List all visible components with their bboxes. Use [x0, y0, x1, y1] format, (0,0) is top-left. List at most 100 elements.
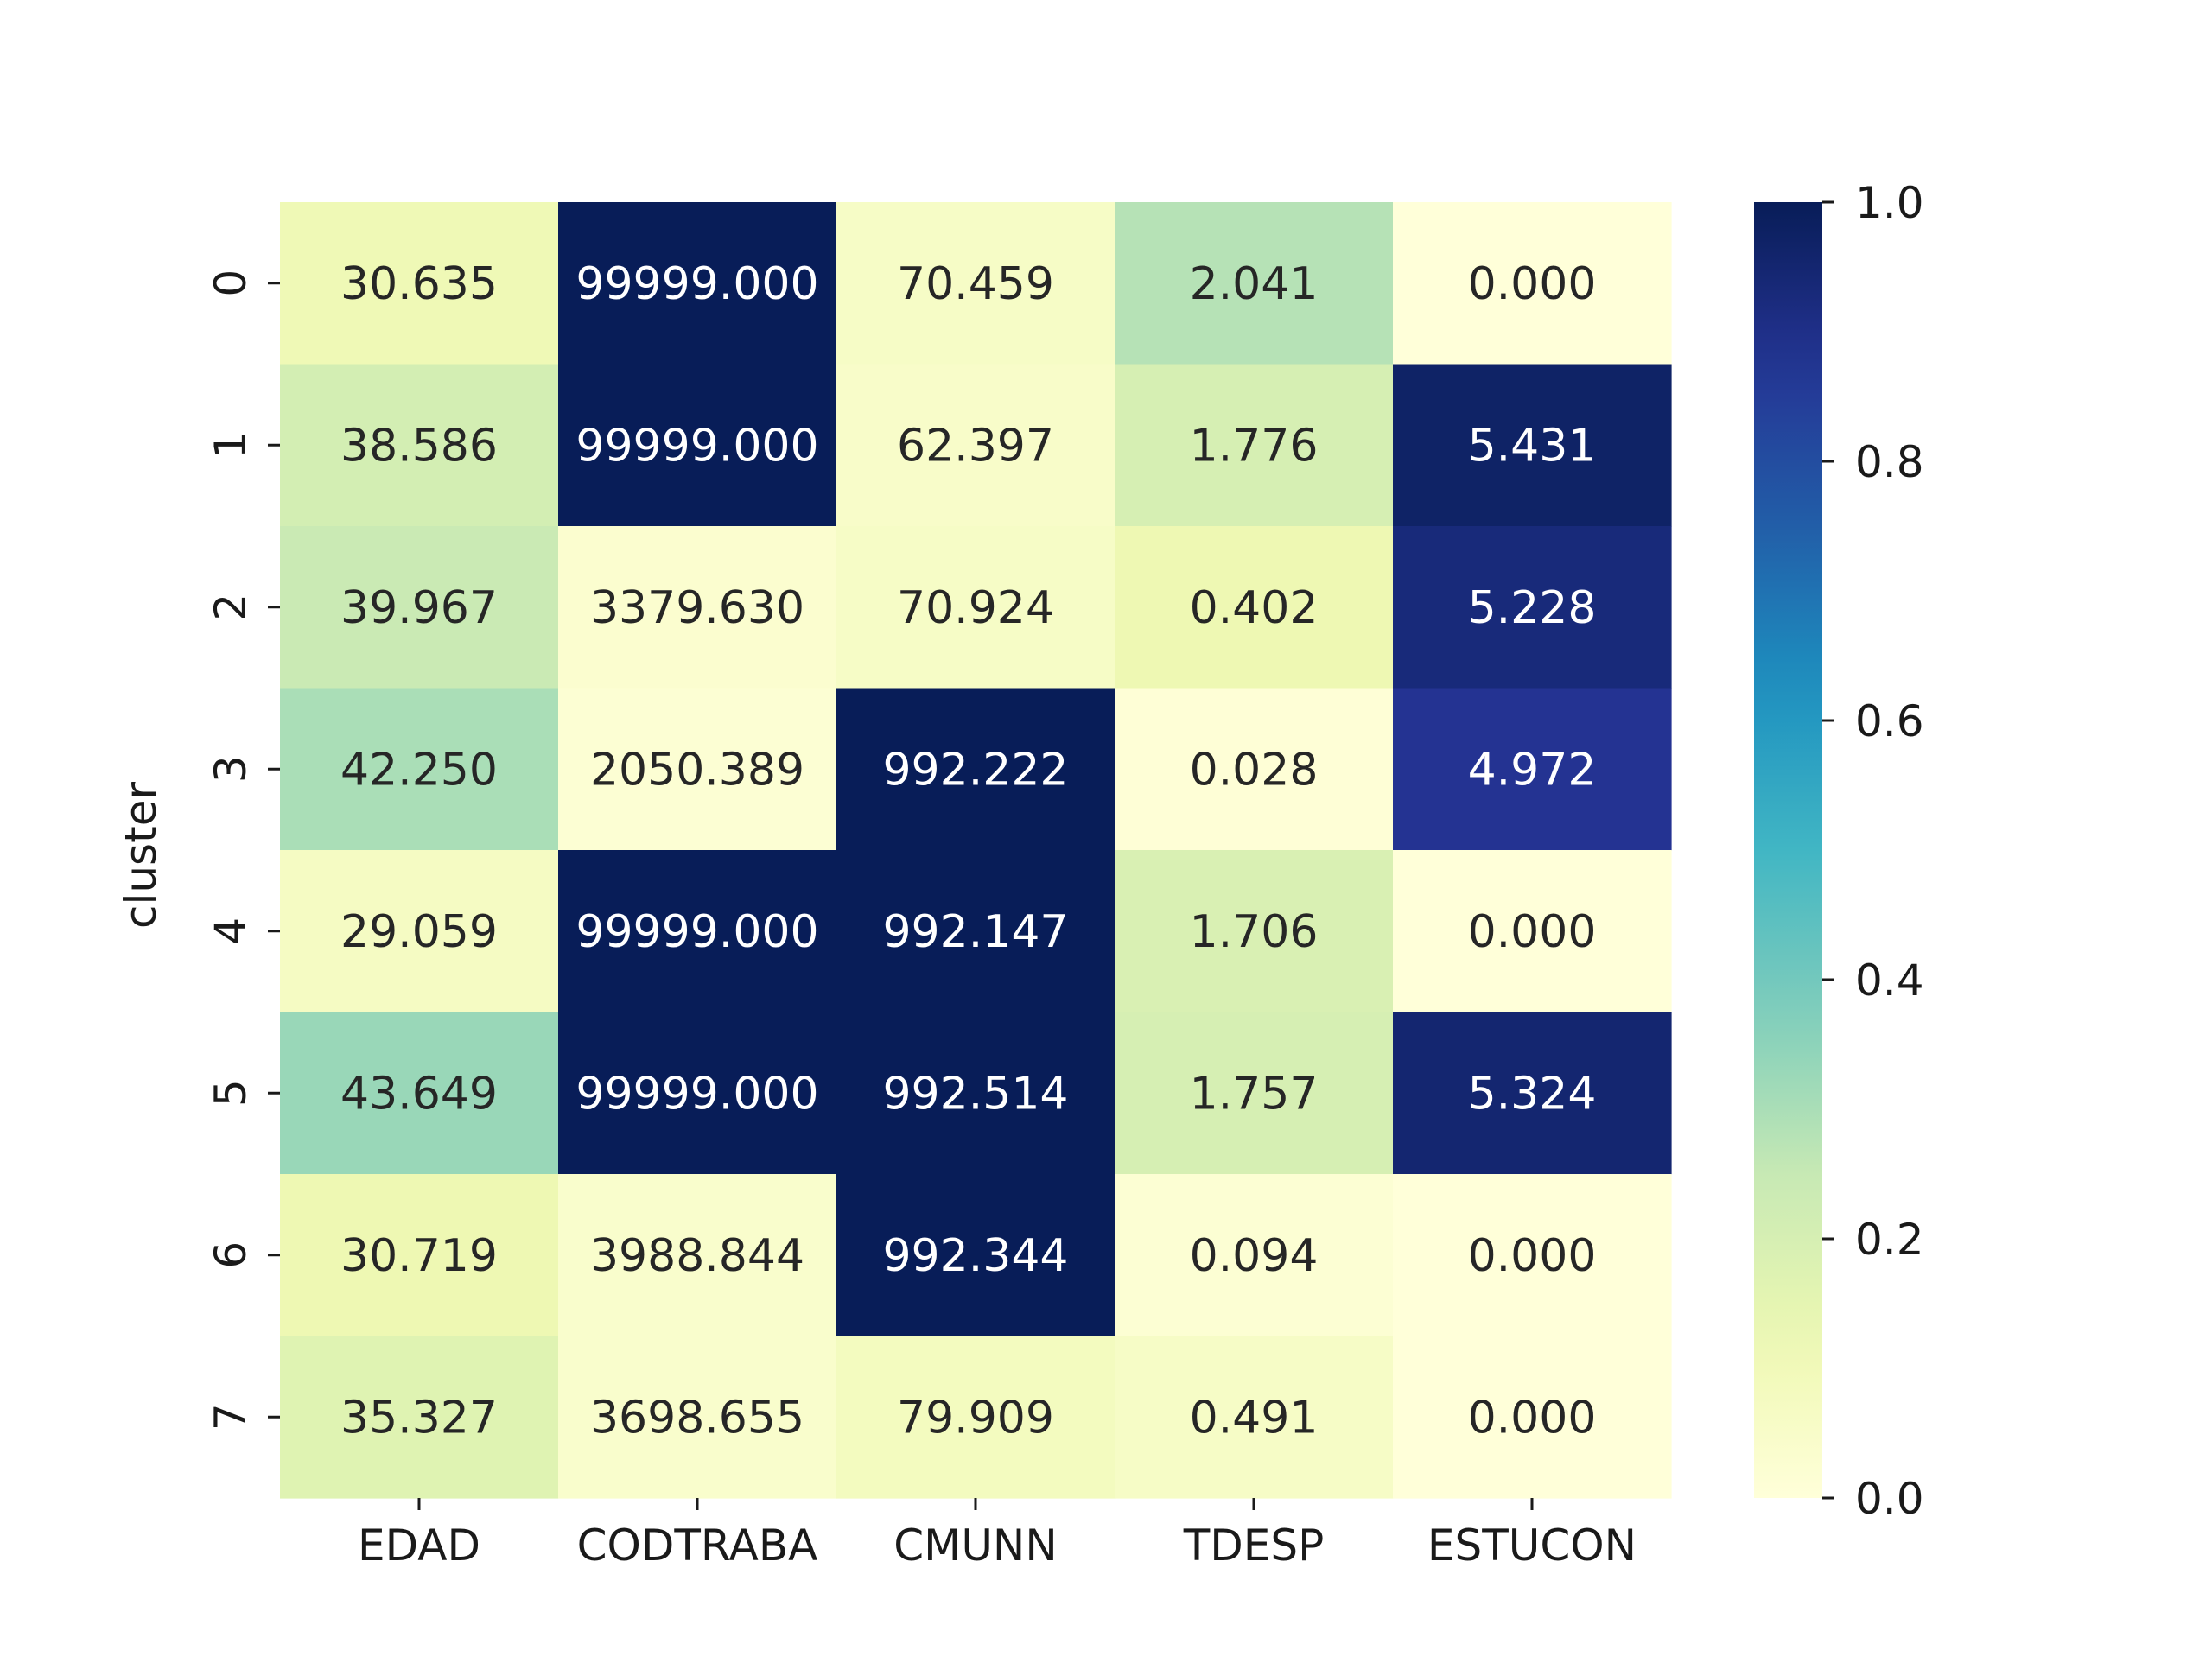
cell-value-label: 2050.389	[590, 744, 804, 796]
cell-value-label: 3698.655	[590, 1392, 804, 1444]
cell-value-label: 0.491	[1190, 1392, 1319, 1444]
y-tick-label: 5	[206, 1079, 256, 1107]
colorbar: 0.0 0.2 0.4 0.6 0.8 1.0	[1754, 178, 1924, 1524]
heatmap-cell	[280, 688, 559, 851]
heatmap-cell	[1115, 364, 1394, 527]
cell-value-label: 5.431	[1468, 420, 1597, 472]
heatmap-cell	[836, 202, 1116, 365]
heatmap-cell	[558, 850, 837, 1013]
heatmap-cell	[1393, 526, 1672, 689]
y-tick-label: 7	[206, 1403, 256, 1431]
heatmap-cell	[280, 364, 559, 527]
x-axis: EDAD CODTRABA CMUNN TDESP ESTUCON	[358, 1498, 1637, 1571]
heatmap-cell	[1393, 1336, 1672, 1499]
cell-value-label: 79.909	[897, 1392, 1054, 1444]
heatmap-cell	[558, 364, 837, 527]
heatmap-cell	[280, 202, 559, 365]
heatmap-cell	[836, 688, 1116, 851]
colorbar-tick-label: 0.4	[1855, 955, 1924, 1006]
cell-value-label: 0.000	[1468, 906, 1597, 958]
heatmap-cell	[1115, 688, 1394, 851]
x-tick-label: ESTUCON	[1427, 1520, 1637, 1571]
heatmap-cell	[280, 1174, 559, 1337]
heatmap-cell	[836, 850, 1116, 1013]
heatmap-cell	[1393, 1174, 1672, 1337]
heatmap-cell	[280, 850, 559, 1013]
colorbar-tick-label: 0.0	[1855, 1474, 1924, 1524]
heatmap-cell	[558, 526, 837, 689]
colorbar-tick-label: 1.0	[1855, 178, 1924, 228]
y-axis-label: cluster	[116, 782, 166, 929]
cell-value-label: 4.972	[1468, 744, 1597, 796]
cell-value-label: 1.706	[1190, 906, 1319, 958]
cell-value-label: 42.250	[340, 744, 498, 796]
colorbar-tick-label: 0.6	[1855, 696, 1924, 746]
cell-value-label: 3988.844	[590, 1230, 804, 1282]
cell-value-label: 1.776	[1190, 420, 1319, 472]
heatmap-cell	[836, 1336, 1116, 1499]
cell-value-label: 30.635	[340, 258, 498, 310]
heatmap-cell	[1115, 850, 1394, 1013]
heatmap-cell	[1393, 364, 1672, 527]
cell-value-label: 35.327	[340, 1392, 498, 1444]
cell-value-label: 62.397	[897, 420, 1054, 472]
heatmap-cell	[836, 526, 1116, 689]
heatmap-cell	[558, 202, 837, 365]
cell-value-label: 0.094	[1190, 1230, 1319, 1282]
heatmap-cell	[1115, 1174, 1394, 1337]
cell-value-label: 3379.630	[590, 582, 804, 634]
y-tick-label: 0	[206, 270, 256, 297]
cell-value-label: 70.459	[897, 258, 1054, 310]
cell-value-label: 5.324	[1468, 1068, 1597, 1120]
x-tick-label: TDESP	[1183, 1520, 1325, 1571]
cell-value-label: 99999.000	[575, 258, 818, 310]
cell-value-label: 39.967	[340, 582, 498, 634]
y-tick-label: 3	[206, 755, 256, 783]
heatmap-cells	[280, 202, 1672, 1499]
heatmap-cell	[1115, 526, 1394, 689]
heatmap-cell	[1393, 202, 1672, 365]
cell-value-label: 992.147	[882, 906, 1068, 958]
heatmap-cell	[1393, 850, 1672, 1013]
cell-value-label: 0.000	[1468, 1230, 1597, 1282]
heatmap-cell	[1393, 688, 1672, 851]
cell-value-label: 30.719	[340, 1230, 498, 1282]
cell-value-label: 38.586	[340, 420, 498, 472]
heatmap-cell	[1393, 1012, 1672, 1175]
cell-value-label: 992.222	[882, 744, 1068, 796]
heatmap-cell	[558, 1174, 837, 1337]
cell-value-label: 1.757	[1190, 1068, 1319, 1120]
cell-value-label: 992.344	[882, 1230, 1068, 1282]
heatmap-cell	[1115, 1012, 1394, 1175]
cell-value-label: 0.000	[1468, 1392, 1597, 1444]
cell-value-label: 99999.000	[575, 420, 818, 472]
cell-value-label: 992.514	[882, 1068, 1068, 1120]
heatmap-cell	[836, 364, 1116, 527]
x-tick-label: CMUNN	[893, 1520, 1057, 1571]
cell-value-label: 70.924	[897, 582, 1054, 634]
cell-value-label: 0.028	[1190, 744, 1319, 796]
x-tick-label: EDAD	[358, 1520, 480, 1571]
cell-value-label: 43.649	[340, 1068, 498, 1120]
heatmap-cell-labels: 30.635 99999.000 70.459 2.041 0.000 38.586 999…	[340, 258, 1596, 1444]
heatmap-cell	[558, 688, 837, 851]
y-tick-label: 6	[206, 1241, 256, 1269]
heatmap-cell	[558, 1336, 837, 1499]
colorbar-tick-label: 0.2	[1855, 1215, 1924, 1265]
heatmap-cell	[836, 1012, 1116, 1175]
heatmap-cell	[1115, 1336, 1394, 1499]
heatmap-cell	[558, 1012, 837, 1175]
heatmap-cell	[280, 1012, 559, 1175]
y-tick-label: 4	[206, 917, 256, 945]
y-tick-label: 2	[206, 593, 256, 621]
y-axis: 0 1 2 3 4 5 6 7	[206, 270, 280, 1431]
x-tick-label: CODTRABA	[577, 1520, 818, 1571]
cell-value-label: 99999.000	[575, 906, 818, 958]
heatmap-cell	[280, 526, 559, 689]
colorbar-tick-label: 0.8	[1855, 437, 1924, 487]
heatmap-cell	[280, 1336, 559, 1499]
cell-value-label: 29.059	[340, 906, 498, 958]
cell-value-label: 0.000	[1468, 258, 1597, 310]
colorbar-gradient	[1754, 202, 1822, 1498]
